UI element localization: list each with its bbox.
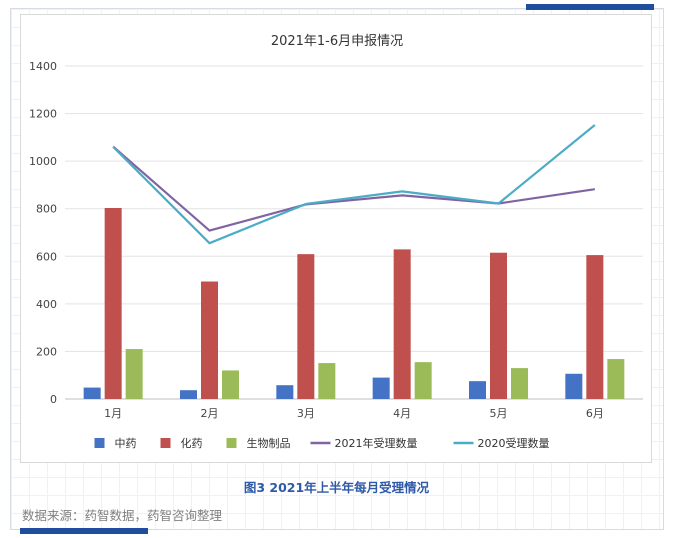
legend-label: 生物制品 <box>247 436 291 450</box>
y-tick-label: 600 <box>36 250 57 263</box>
figure-caption: 图3 2021年上半年每月受理情况 <box>243 480 430 495</box>
bar <box>565 373 583 399</box>
accent-bar-bottom <box>20 528 148 534</box>
legend-label: 化药 <box>181 436 203 450</box>
x-tick-label: 6月 <box>586 407 604 420</box>
bar <box>125 349 143 399</box>
chart-container: 0 200 400 600 800 1000 1200 1400 1月 2月 3月 4月 5月 6月 中药… <box>20 14 652 463</box>
series-line <box>112 145 595 232</box>
legend-label: 2020受理数量 <box>478 437 550 450</box>
bar <box>222 370 239 399</box>
x-tick-label: 3月 <box>297 407 315 420</box>
x-tick-label: 4月 <box>393 407 411 420</box>
bar <box>607 359 625 399</box>
y-tick-label: 0 <box>50 393 57 406</box>
y-tick-label: 400 <box>36 298 57 311</box>
bar <box>372 377 390 399</box>
x-tick-label: 2月 <box>201 407 219 420</box>
legend-label: 2021年受理数量 <box>335 436 418 450</box>
grid-layer <box>65 65 643 400</box>
bar <box>469 381 486 399</box>
bar <box>318 363 336 399</box>
legend-swatch <box>160 438 171 448</box>
bar <box>104 208 122 399</box>
legend-layer: 中药 化药 生物制品 2021年受理数量 2020受理数量 <box>94 436 550 450</box>
chart-svg: 0 200 400 600 800 1000 1200 1400 1月 2月 3月 4月 5月 6月 中药… <box>29 34 643 450</box>
y-tick-label: 1400 <box>29 60 57 73</box>
bars-layer <box>83 208 625 399</box>
lines-layer <box>112 124 596 245</box>
legend-swatch <box>226 438 237 448</box>
bar <box>201 281 218 399</box>
bar <box>414 362 432 399</box>
source-note: 数据来源：药智数据，药智咨询整理 <box>22 508 223 523</box>
y-tick-label: 200 <box>36 345 57 358</box>
series-line <box>112 124 596 245</box>
bar <box>586 255 604 399</box>
bar <box>83 387 101 399</box>
axis-layer: 0 200 400 600 800 1000 1200 1400 1月 2月 3月 4月 5月 6月 <box>29 60 604 420</box>
y-tick-label: 1200 <box>29 108 57 121</box>
legend-swatch <box>94 438 105 448</box>
bar <box>180 390 197 399</box>
bar <box>393 249 411 399</box>
bar <box>297 254 315 399</box>
y-tick-label: 800 <box>36 203 57 216</box>
chart-title: 2021年1-6月申报情况 <box>271 34 403 49</box>
x-tick-label: 1月 <box>104 407 122 420</box>
bar <box>490 252 507 399</box>
x-tick-label: 5月 <box>490 407 508 420</box>
bar <box>276 385 294 399</box>
accent-bar-top <box>526 4 654 10</box>
bar <box>511 368 528 399</box>
y-tick-label: 1000 <box>29 155 57 168</box>
legend-label: 中药 <box>115 437 137 450</box>
